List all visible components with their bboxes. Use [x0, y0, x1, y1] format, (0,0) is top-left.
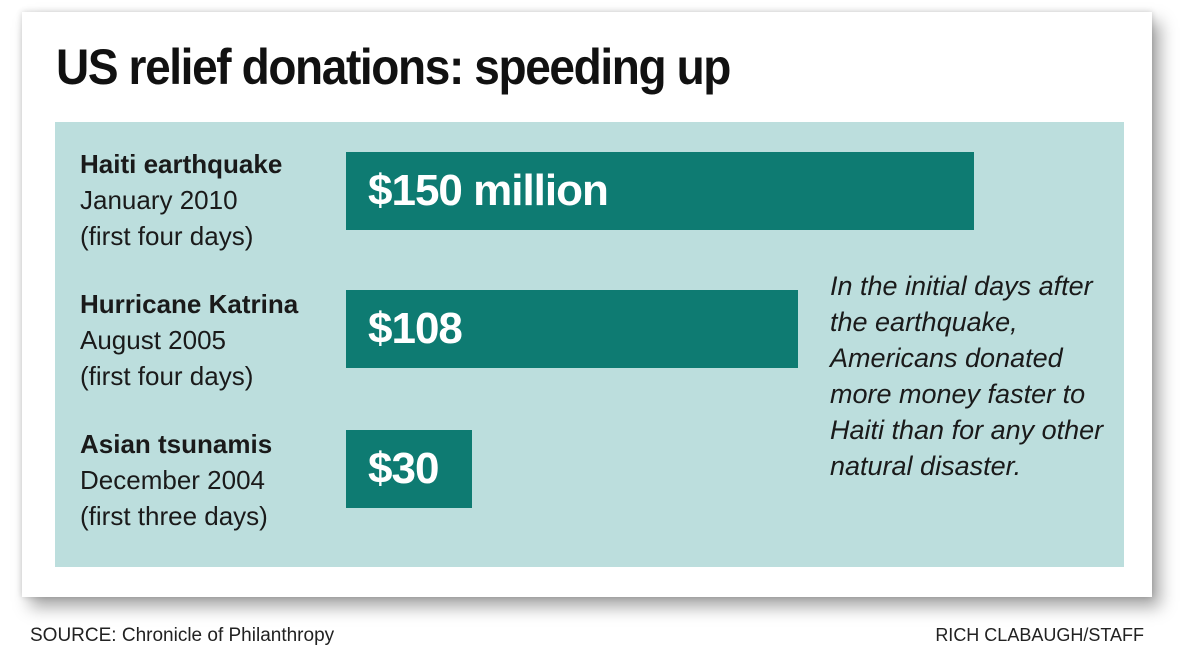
category-date: January 2010	[80, 185, 238, 215]
category-name: Haiti earthquake	[80, 149, 283, 179]
bar: $30	[346, 430, 472, 508]
category-label: Haiti earthquake January 2010 (first four …	[80, 146, 282, 254]
source-note: SOURCE: Chronicle of Philanthropy	[30, 625, 335, 646]
category-date: August 2005	[80, 325, 227, 355]
category-note: (first four days)	[80, 221, 254, 251]
chart-title: US relief donations: speeding up	[56, 39, 731, 95]
bar: $150 million	[346, 152, 974, 230]
category-label: Hurricane Katrina August 2005 (first four …	[80, 286, 298, 394]
bar: $108	[346, 290, 798, 368]
category-date: December 2004	[80, 465, 265, 495]
bar-value-label: $30	[368, 444, 439, 493]
bar-value-label: $150 million	[368, 166, 609, 215]
bar-value-label: $108	[368, 304, 463, 353]
credit-note: RICH CLABAUGH/STAFF	[935, 625, 1144, 645]
category-note: (first three days)	[80, 501, 268, 531]
category-name: Asian tsunamis	[80, 429, 273, 459]
category-note: (first four days)	[80, 361, 254, 391]
category-name: Hurricane Katrina	[80, 289, 299, 319]
annotation-text: In the initial days after the earthquake…	[830, 271, 1104, 481]
category-label: Asian tsunamis December 2004 (first three …	[80, 426, 272, 534]
